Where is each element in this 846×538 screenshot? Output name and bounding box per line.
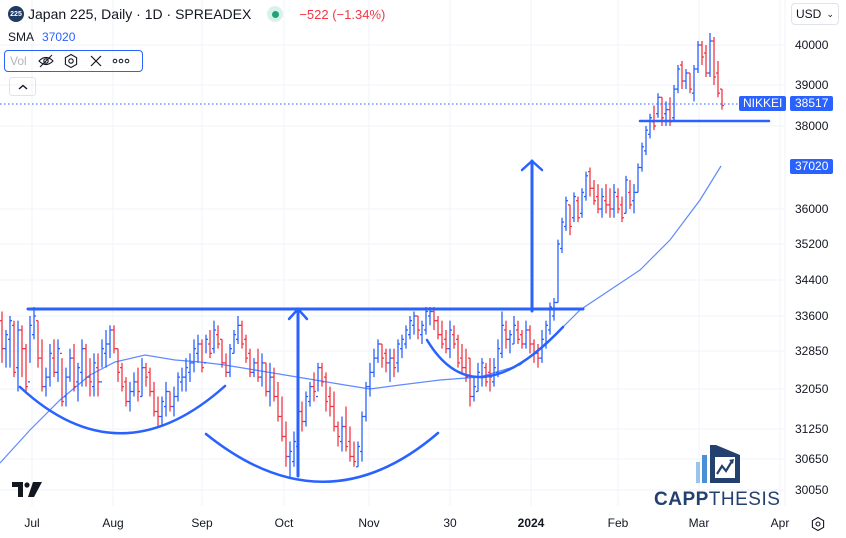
time-tick-label: Sep xyxy=(191,516,213,530)
price-tick-label: 38000 xyxy=(795,119,829,133)
price-tick-label: 40000 xyxy=(795,38,829,52)
symbol-badge: 225 xyxy=(8,6,24,22)
chart-legend-title[interactable]: 225 Japan 225, Daily · 1D · SPREADEX −52… xyxy=(8,6,385,22)
last-price-name-tag: NIKKEI xyxy=(739,96,787,111)
sma-label: SMA xyxy=(8,30,35,44)
chart-grid xyxy=(0,0,786,506)
price-change: −522 (−1.34%) xyxy=(299,6,386,22)
sma-price-tag: 37020 xyxy=(790,159,834,174)
last-price-tag: 38517 xyxy=(790,96,834,111)
chart-settings-icon[interactable] xyxy=(810,516,826,532)
cup-arc-right[interactable] xyxy=(425,325,565,379)
price-tick-label: 32850 xyxy=(795,344,829,358)
cup-arc-left[interactable] xyxy=(18,384,227,435)
time-tick-label: 2024 xyxy=(517,516,545,530)
currency-label: USD xyxy=(796,7,822,21)
time-tick-label: Nov xyxy=(358,516,380,530)
time-tick-label: Apr xyxy=(770,516,790,530)
measured-move-arrowhead-1 xyxy=(287,307,309,321)
trendline-drawings[interactable] xyxy=(18,119,771,483)
time-tick-label: Feb xyxy=(607,516,629,530)
time-tick-label: Oct xyxy=(274,516,294,530)
price-tick-label: 30650 xyxy=(795,452,829,466)
price-tick-label: 33600 xyxy=(795,309,829,323)
chevron-down-icon: ⌄ xyxy=(826,8,834,19)
price-tick-label: 30050 xyxy=(795,483,829,497)
brand-watermark: CAPPTHESIS xyxy=(654,489,781,510)
measured-move-arrowhead-2 xyxy=(520,159,544,172)
time-tick-label: 30 xyxy=(443,516,457,530)
vol-label: Vol xyxy=(10,54,27,68)
capp-thesis-logo-icon xyxy=(696,445,740,483)
time-tick-label: Aug xyxy=(102,516,124,530)
time-tick-label: Mar xyxy=(688,516,710,530)
price-tick-label: 32050 xyxy=(795,382,829,396)
sma-value: 37020 xyxy=(42,30,76,44)
price-tick-label: 31250 xyxy=(795,422,829,436)
price-tick-label: 34400 xyxy=(795,273,829,287)
more-icon[interactable] xyxy=(110,52,132,70)
close-icon[interactable] xyxy=(85,52,107,70)
sma-line xyxy=(0,165,722,464)
settings-icon[interactable] xyxy=(60,52,82,70)
volume-legend[interactable]: Vol xyxy=(4,50,143,72)
currency-select[interactable]: USD ⌄ xyxy=(791,3,839,25)
price-tick-label: 39000 xyxy=(795,78,829,92)
time-tick-label: Jul xyxy=(24,516,40,530)
eye-hidden-icon[interactable] xyxy=(35,52,57,70)
collapse-legend-button[interactable] xyxy=(9,77,36,96)
ohlc-bars xyxy=(0,33,724,478)
chevron-up-icon xyxy=(18,84,27,90)
cup-arc-main[interactable] xyxy=(204,431,440,483)
sma-legend[interactable]: SMA 37020 xyxy=(8,30,75,44)
chart-title: Japan 225, Daily · 1D · SPREADEX xyxy=(28,6,252,22)
market-status-icon xyxy=(267,6,284,22)
price-tick-label: 35200 xyxy=(795,237,829,251)
price-tick-label: 36000 xyxy=(795,202,829,216)
tradingview-logo-icon[interactable] xyxy=(12,482,42,497)
